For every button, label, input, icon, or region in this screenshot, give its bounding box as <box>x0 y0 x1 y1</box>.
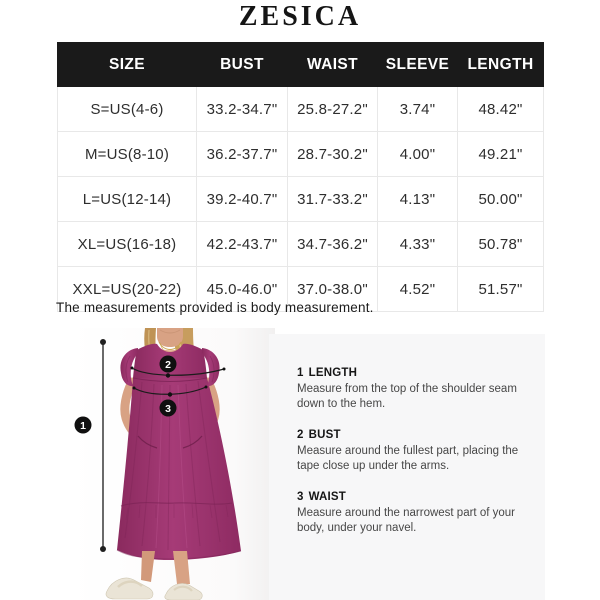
guide-item-number: 1 <box>297 367 304 379</box>
guide-item-number: 3 <box>297 490 304 503</box>
pocket-right <box>182 435 203 449</box>
cell-waist: 31.7-33.2" <box>287 176 378 222</box>
brand-logo: ZESICA <box>238 1 362 32</box>
guide-item-title: 2 BUST <box>297 428 341 441</box>
guide-item-waist: 3 WAIST Measure around the narrowest part… <box>297 491 527 537</box>
guide-item-desc: Measure around the fullest part, placing… <box>297 444 519 473</box>
model-sandals <box>105 577 203 600</box>
cell-length: 48.42" <box>457 86 544 132</box>
length-measure-line <box>100 339 106 552</box>
guide-item-bust: 2 BUST Measure around the fullest part, p… <box>297 429 527 475</box>
svg-text:1: 1 <box>80 420 86 432</box>
pocket-left <box>137 435 158 449</box>
cell-sleeve: 4.52" <box>377 266 458 312</box>
cell-bust: 33.2-34.7" <box>196 86 288 132</box>
bust-measure-tape <box>130 366 226 378</box>
col-header-sleeve: SLEEVE <box>377 42 458 87</box>
svg-text:3: 3 <box>165 403 171 415</box>
table-row: XL=US(16-18) 42.2-43.7" 34.7-36.2" 4.33"… <box>57 221 544 267</box>
cell-length: 50.78" <box>457 221 544 267</box>
cell-size: XL=US(16-18) <box>57 221 197 267</box>
cell-length: 49.21" <box>457 131 544 177</box>
svg-text:2: 2 <box>165 359 171 371</box>
measurement-note: The measurements provided is body measur… <box>56 300 374 315</box>
cell-waist: 25.8-27.2" <box>287 86 378 132</box>
guide-item-title: 3 WAIST <box>297 490 347 503</box>
col-header-waist: WAIST <box>287 42 378 87</box>
waist-measure-tape <box>132 385 208 397</box>
measure-guide-card: 1 LENGTH Measure from the top of the shou… <box>269 334 545 600</box>
col-header-bust: BUST <box>196 42 288 87</box>
table-row: XXL=US(20-22) 45.0-46.0" 37.0-38.0" 4.52… <box>57 266 544 312</box>
tier-seam <box>120 502 233 507</box>
size-table: SIZE BUST WAIST SLEEVE LENGTH S=US(4-6) … <box>57 42 544 312</box>
cell-size: M=US(8-10) <box>57 131 197 177</box>
table-row: S=US(4-6) 33.2-34.7" 25.8-27.2" 3.74" 48… <box>57 86 544 132</box>
table-row: M=US(8-10) 36.2-37.7" 28.7-30.2" 4.00" 4… <box>57 131 544 177</box>
cell-bust: 42.2-43.7" <box>196 221 288 267</box>
guide-item-title: 1 LENGTH <box>297 367 358 379</box>
guide-item-number: 2 <box>297 428 304 441</box>
cell-sleeve: 4.00" <box>377 131 458 177</box>
marker-length: 1 <box>74 416 92 434</box>
guide-item-desc: Measure from the top of the shoulder sea… <box>297 383 517 411</box>
cell-size: S=US(4-6) <box>57 86 197 132</box>
cell-waist: 34.7-36.2" <box>287 221 378 267</box>
hem-edge <box>116 549 242 560</box>
cell-waist: 28.7-30.2" <box>287 131 378 177</box>
guide-item-length: 1 LENGTH Measure from the top of the shou… <box>297 367 527 413</box>
marker-bust: 2 <box>159 355 177 373</box>
cell-length: 50.00" <box>457 176 544 222</box>
cell-waist: 37.0-38.0" <box>287 266 378 312</box>
table-row: L=US(12-14) 39.2-40.7" 31.7-33.2" 4.13" … <box>57 176 544 222</box>
cell-sleeve: 3.74" <box>377 86 458 132</box>
guide-item-desc: Measure around the narrowest part of you… <box>297 506 515 535</box>
cell-bust: 36.2-37.7" <box>196 131 288 177</box>
model-photo: 1 2 3 <box>70 328 275 600</box>
cell-size: L=US(12-14) <box>57 176 197 222</box>
cell-length: 51.57" <box>457 266 544 312</box>
col-header-length: LENGTH <box>457 42 544 87</box>
cell-size: XXL=US(20-22) <box>57 266 197 312</box>
dress <box>116 343 242 560</box>
cell-bust: 39.2-40.7" <box>196 176 288 222</box>
cell-sleeve: 4.33" <box>377 221 458 267</box>
cell-sleeve: 4.13" <box>377 176 458 222</box>
model-legs <box>141 551 190 584</box>
table-header-row: SIZE BUST WAIST SLEEVE LENGTH <box>57 42 544 87</box>
col-header-size: SIZE <box>57 42 197 87</box>
marker-waist: 3 <box>159 399 177 417</box>
